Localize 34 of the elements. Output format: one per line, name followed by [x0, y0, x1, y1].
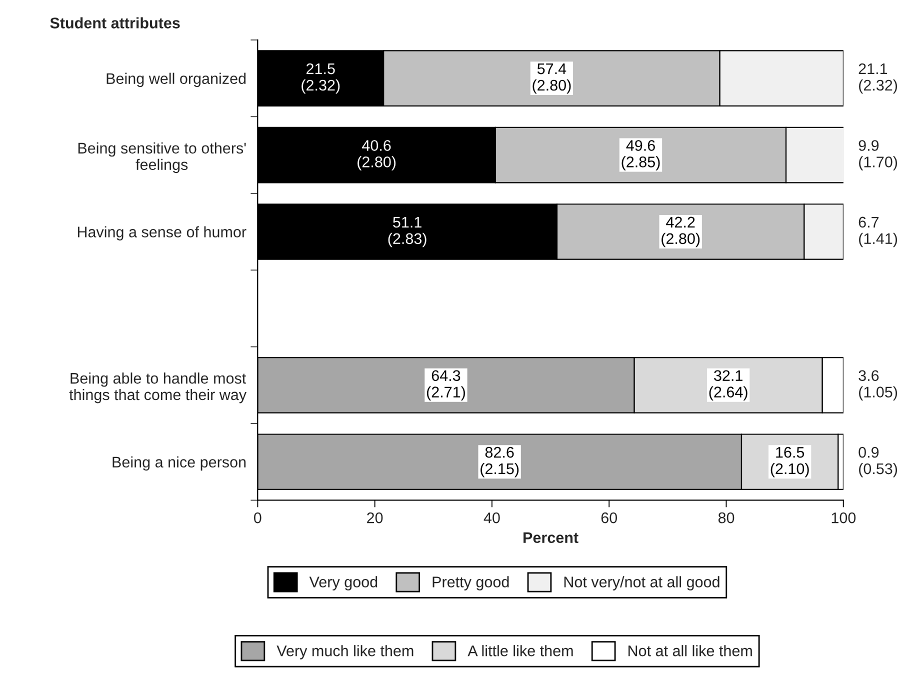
data-label: 16.5 (2.10)	[770, 446, 809, 478]
data-label: 40.6 (2.80)	[358, 140, 396, 170]
data-label: 42.2 (2.80)	[662, 216, 700, 248]
x-tick-label: 20	[367, 512, 383, 524]
data-label: 82.6 (2.15)	[480, 446, 519, 478]
legend-label: Not very/not at all good	[564, 576, 720, 590]
x-axis-title: Percent	[524, 532, 578, 544]
x-tick-label: 100	[832, 512, 856, 524]
x-tick-label: 80	[718, 512, 734, 524]
legend-label: A little like them	[468, 645, 573, 656]
data-label: 3.6 (1.05)	[858, 370, 898, 400]
x-tick-label: 0	[254, 512, 262, 524]
x-tick-label: 40	[484, 512, 500, 524]
x-tick-label: 60	[601, 512, 618, 524]
data-label: 32.1 (2.64)	[709, 370, 748, 400]
y-tick-label: Having a sense of humor	[78, 226, 246, 240]
data-label: 0.9 (0.53)	[858, 446, 898, 478]
legend-label: Not at all like them	[628, 645, 752, 656]
legend-label: Very good	[309, 576, 378, 590]
legend-label: Very much like them	[276, 645, 414, 660]
y-tick-label: Being sensitive to others' feelings	[78, 142, 246, 174]
y-tick-label: Being able to handle most things that come their way	[69, 372, 247, 404]
data-label: 21.1 (2.32)	[858, 63, 898, 94]
data-label: 21.5 (2.32)	[302, 63, 340, 94]
y-tick-label: Being a nice person	[112, 456, 246, 471]
data-label: 51.1 (2.83)	[388, 216, 426, 248]
data-label: 57.4 (2.80)	[532, 64, 571, 94]
y-axis-title: Student attributes	[50, 17, 180, 28]
y-tick-label: Being well organized	[106, 72, 246, 88]
data-label: 64.3 (2.71)	[426, 370, 465, 400]
data-label: 49.6 (2.85)	[622, 140, 660, 170]
legend-label: Pretty good	[432, 576, 509, 590]
data-label: 9.9 (1.70)	[858, 140, 898, 170]
data-label: 6.7 (1.41)	[858, 216, 898, 248]
